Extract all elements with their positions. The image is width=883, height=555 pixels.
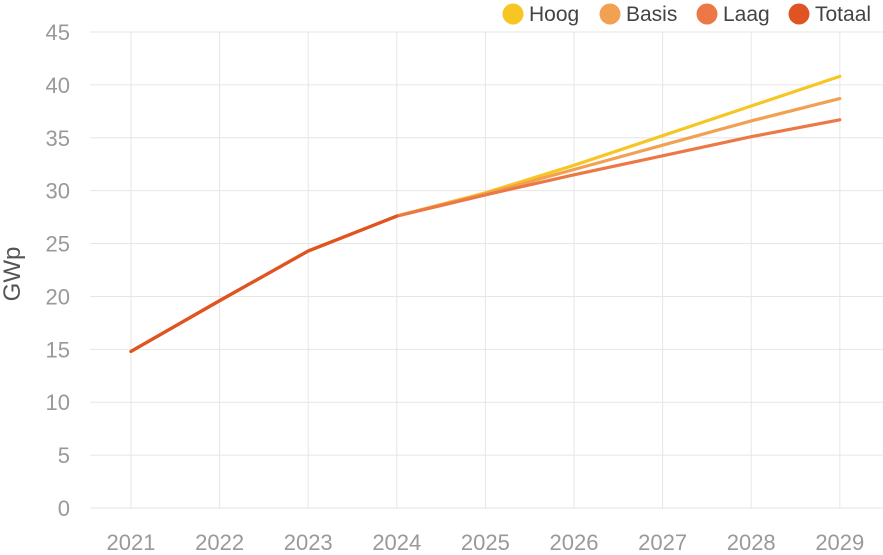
legend-marker xyxy=(788,3,810,25)
x-tick-label: 2026 xyxy=(550,530,599,555)
x-tick-label: 2023 xyxy=(284,530,333,555)
x-tick-label: 2021 xyxy=(107,530,156,555)
legend-item-basis[interactable]: Basis xyxy=(599,3,678,26)
series-line-totaal xyxy=(129,214,399,353)
series-lines xyxy=(129,74,842,353)
legend-marker xyxy=(696,3,718,25)
legend-item-totaal[interactable]: Totaal xyxy=(788,3,872,26)
x-axis-ticks: 2021 2022 2023 2024 2025 2026 2027 2028 2029 xyxy=(107,530,865,555)
y-tick-label: 40 xyxy=(46,73,70,98)
legend-marker xyxy=(599,3,621,25)
legend-marker xyxy=(502,3,524,25)
legend-label: Totaal xyxy=(815,3,871,26)
legend-label: Hoog xyxy=(529,3,579,26)
y-tick-label: 35 xyxy=(46,126,70,151)
gridlines xyxy=(90,31,883,509)
y-tick-label: 0 xyxy=(58,496,70,521)
x-tick-label: 2025 xyxy=(461,530,510,555)
legend[interactable]: Hoog Basis Laag Totaal xyxy=(502,3,872,26)
x-tick-label: 2027 xyxy=(638,530,687,555)
legend-item-hoog[interactable]: Hoog xyxy=(502,3,580,26)
y-tick-label: 30 xyxy=(46,179,70,204)
x-tick-label: 2022 xyxy=(195,530,244,555)
y-axis-ticks: 0 5 10 15 20 25 30 35 40 45 xyxy=(46,20,70,521)
y-tick-label: 15 xyxy=(46,337,70,362)
legend-label: Laag xyxy=(723,3,770,26)
y-tick-label: 45 xyxy=(46,20,70,45)
x-tick-label: 2029 xyxy=(815,530,864,555)
legend-label: Basis xyxy=(626,3,677,26)
y-tick-label: 25 xyxy=(46,232,70,257)
y-axis-label: GWp xyxy=(0,247,26,302)
y-tick-label: 20 xyxy=(46,284,70,309)
legend-item-laag[interactable]: Laag xyxy=(696,3,770,26)
y-tick-label: 5 xyxy=(58,443,70,468)
x-tick-label: 2028 xyxy=(727,530,776,555)
x-tick-label: 2024 xyxy=(372,530,421,555)
y-tick-label: 10 xyxy=(46,390,70,415)
